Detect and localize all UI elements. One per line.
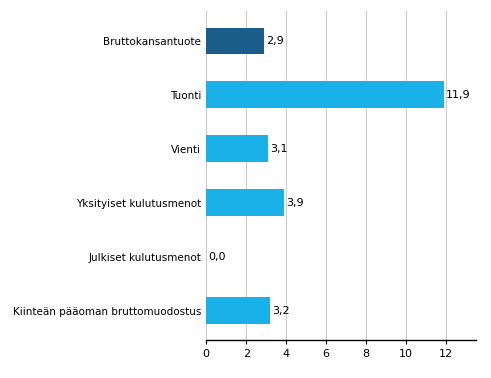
Bar xyxy=(206,135,268,162)
Bar xyxy=(206,297,270,324)
Bar xyxy=(206,81,444,108)
Text: 3,1: 3,1 xyxy=(270,144,288,154)
Text: 3,2: 3,2 xyxy=(272,305,290,316)
Text: 11,9: 11,9 xyxy=(446,90,471,100)
Text: 2,9: 2,9 xyxy=(266,36,284,46)
Bar xyxy=(206,28,264,54)
Bar xyxy=(206,189,284,216)
Text: 0,0: 0,0 xyxy=(208,252,226,262)
Text: 3,9: 3,9 xyxy=(286,198,304,208)
